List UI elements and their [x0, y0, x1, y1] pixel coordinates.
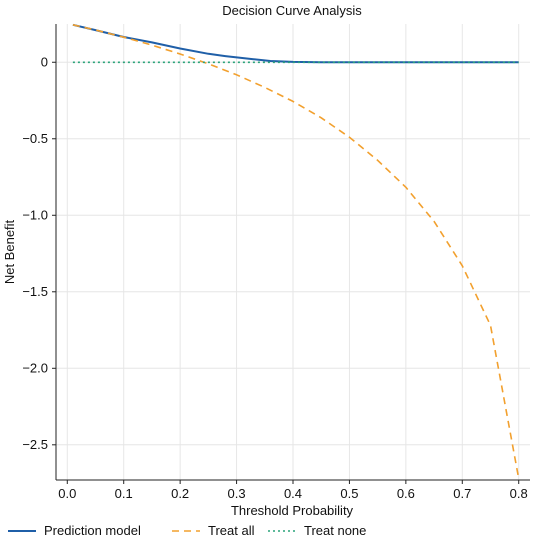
y-tick-label: −2.0: [22, 360, 48, 375]
y-tick-label: −2.5: [22, 437, 48, 452]
legend-label: Treat all: [208, 523, 255, 538]
legend-label: Treat none: [304, 523, 366, 538]
x-tick-label: 0.4: [284, 486, 302, 501]
x-tick-label: 0.0: [58, 486, 76, 501]
chart-title: Decision Curve Analysis: [222, 3, 362, 18]
grid: [56, 24, 530, 480]
y-axis-label: Net Benefit: [2, 219, 17, 284]
series-lines: [72, 23, 520, 479]
y-tick-label: 0: [41, 54, 48, 69]
series-line-treat-all: [72, 24, 520, 479]
y-tick-label: −1.5: [22, 284, 48, 299]
y-ticks: 0 −0.5 −1.0 −1.5 −2.0 −2.5: [22, 54, 56, 452]
x-tick-label: 0.3: [228, 486, 246, 501]
x-tick-label: 0.8: [510, 486, 528, 501]
x-tick-label: 0.5: [340, 486, 358, 501]
y-tick-label: −1.0: [22, 207, 48, 222]
x-tick-label: 0.7: [453, 486, 471, 501]
x-ticks: 0.0 0.1 0.2 0.3 0.4 0.5 0.6 0.7 0.8: [58, 480, 528, 501]
x-tick-label: 0.1: [115, 486, 133, 501]
x-axis-label: Threshold Probability: [231, 503, 354, 518]
series-line-prediction-model: [72, 23, 519, 64]
x-tick-label: 0.2: [171, 486, 189, 501]
legend-label: Prediction model: [44, 523, 141, 538]
legend: Prediction model Treat all Treat none: [8, 523, 366, 538]
x-tick-label: 0.6: [397, 486, 415, 501]
y-tick-label: −0.5: [22, 131, 48, 146]
